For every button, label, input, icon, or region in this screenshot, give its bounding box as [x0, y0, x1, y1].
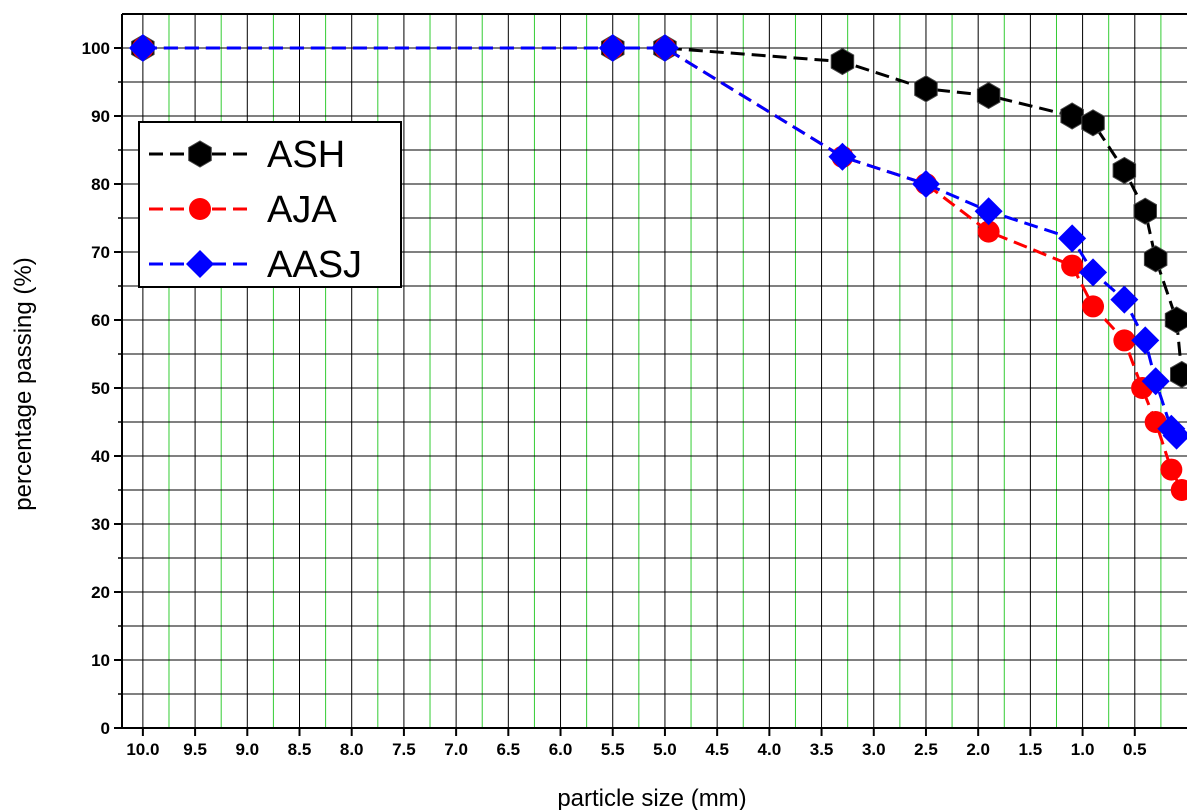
x-tick-label: 4.0	[758, 740, 782, 759]
data-point-aasj	[598, 34, 627, 62]
x-tick-label: 0.5	[1123, 740, 1147, 759]
x-tick-label: 6.0	[549, 740, 573, 759]
data-point-aja	[1061, 254, 1084, 277]
x-tick-label: 9.0	[235, 740, 259, 759]
data-point-aasj	[128, 34, 157, 62]
plot-series	[128, 34, 1187, 501]
legend-box	[138, 121, 402, 288]
data-point-aasj	[911, 170, 940, 198]
x-tick-label: 2.5	[914, 740, 938, 759]
x-tick-label: 3.0	[862, 740, 886, 759]
data-point-aasj	[1058, 224, 1087, 253]
data-point-aasj	[1141, 367, 1170, 396]
data-point-aja	[1082, 295, 1105, 318]
axes: 0 10 20 30 40 50 60 70 80 90 100 10.0 9.5 9.0 8.5 8.0 7.…	[82, 13, 1187, 759]
y-tick-label: 90	[91, 107, 110, 126]
data-point-ash	[914, 75, 938, 103]
data-point-aasj	[1131, 326, 1160, 355]
legend-marker-ash	[188, 140, 212, 168]
x-tick-label: 9.5	[183, 740, 207, 759]
data-point-ash	[1133, 197, 1157, 225]
y-tick-label: 10	[91, 651, 110, 670]
legend-label-ash: ASH	[267, 134, 345, 176]
x-tick-label: 1.0	[1071, 740, 1095, 759]
y-tick-label: 30	[91, 515, 110, 534]
data-point-ash	[976, 82, 1001, 110]
data-point-aasj	[828, 142, 857, 171]
y-tick-label: 80	[91, 175, 110, 194]
data-point-aasj	[1110, 285, 1139, 314]
data-point-aasj	[1162, 421, 1187, 450]
y-tick-label: 50	[91, 379, 110, 398]
data-point-aasj	[650, 34, 679, 62]
y-tick-label: 20	[91, 583, 110, 602]
x-tick-label: 8.5	[288, 740, 312, 759]
x-tick-label: 7.0	[444, 740, 468, 759]
legend-marker-aja	[189, 198, 211, 220]
data-point-aasj	[974, 197, 1003, 226]
data-point-aasj	[1079, 258, 1108, 287]
legend-label-aja: AJA	[267, 189, 337, 231]
x-tick-label: 8.0	[340, 740, 364, 759]
data-point-aja	[1160, 458, 1183, 481]
x-tick-label: 3.5	[810, 740, 834, 759]
data-point-ash	[1060, 102, 1084, 130]
x-tick-label: 1.5	[1019, 740, 1043, 759]
data-point-aja	[1113, 329, 1136, 352]
data-point-ash	[1143, 245, 1168, 273]
x-tick-label: 6.5	[497, 740, 521, 759]
data-point-ash	[1081, 109, 1105, 137]
data-point-ash	[1112, 156, 1137, 184]
legend-marker-aasj	[186, 250, 214, 278]
y-tick-label: 60	[91, 311, 110, 330]
series-aasj	[128, 34, 1187, 450]
data-point-ash	[1170, 360, 1187, 388]
x-tick-label: 10.0	[126, 740, 159, 759]
x-tick-label: 5.0	[653, 740, 677, 759]
x-tick-label: 7.5	[392, 740, 416, 759]
y-axis-title: percentage passing (%)	[10, 257, 37, 510]
data-point-aja	[1170, 479, 1187, 501]
y-tick-label: 0	[101, 719, 110, 738]
data-point-ash	[830, 48, 855, 76]
legend-label-aasj: AASJ	[267, 244, 362, 286]
y-tick-label: 40	[91, 447, 110, 466]
x-tick-label: 4.5	[705, 740, 729, 759]
x-tick-label: 2.0	[966, 740, 990, 759]
y-tick-label: 100	[82, 39, 110, 58]
data-point-ash	[1164, 306, 1187, 334]
y-tick-label: 70	[91, 243, 110, 262]
x-tick-label: 5.5	[601, 740, 625, 759]
x-axis-title: particle size (mm)	[557, 785, 746, 810]
data-point-aja	[977, 220, 1000, 243]
legend: ASH AJA AASJ	[138, 121, 402, 288]
